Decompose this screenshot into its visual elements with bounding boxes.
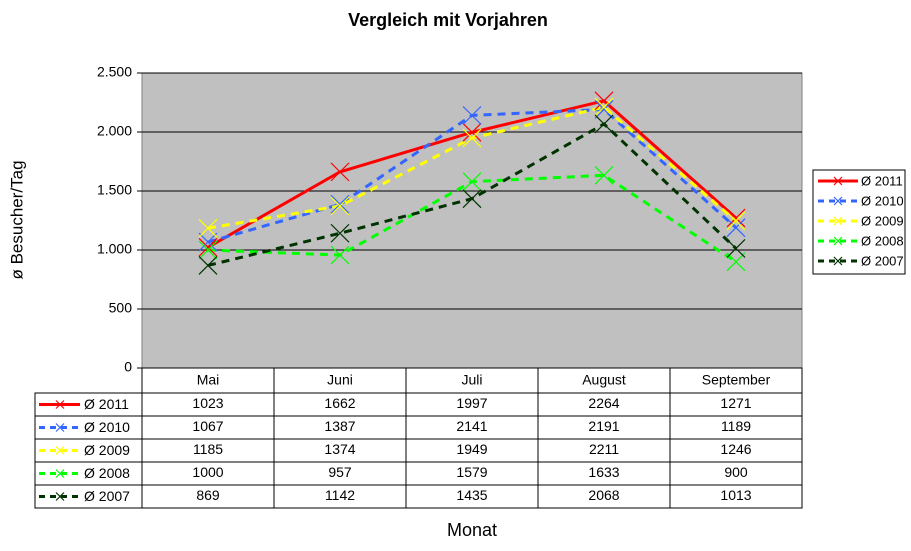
table-value: 1579 (456, 464, 487, 480)
legend-marker (833, 216, 843, 226)
table-value: 957 (328, 464, 352, 480)
point-marker (330, 223, 350, 243)
table-value: 2264 (588, 395, 619, 411)
table-value: 2068 (588, 487, 619, 503)
table-series-name: Ø 2011 (84, 396, 129, 412)
legend-marker (833, 196, 843, 206)
y-tick-label: 2.500 (97, 64, 132, 80)
legend-marker (833, 176, 843, 186)
table-value: 2191 (588, 418, 619, 434)
point-marker (330, 196, 350, 216)
legend-marker (833, 236, 843, 246)
point-marker (198, 237, 218, 257)
point-marker (594, 165, 614, 185)
table-value: 2211 (589, 441, 619, 457)
table-value: 1189 (721, 418, 751, 434)
point-marker (330, 162, 350, 182)
point-marker (726, 252, 746, 272)
table-value: 1023 (192, 395, 223, 411)
table-value: 900 (724, 464, 748, 480)
table-value: 1374 (324, 441, 355, 457)
table-value: 1387 (324, 418, 355, 434)
y-axis-label: ø Besucher/Tag (7, 160, 26, 279)
legend-label: Ø 2008 (861, 233, 904, 248)
point-marker (462, 122, 482, 142)
y-tick-label: 0 (124, 359, 132, 375)
table-value: 1633 (588, 464, 619, 480)
point-marker (594, 97, 614, 117)
chart-title: Vergleich mit Vorjahren (348, 10, 548, 30)
table-value: 1246 (720, 441, 751, 457)
table-value: 1013 (720, 487, 751, 503)
point-marker (330, 245, 350, 265)
legend-marker (55, 423, 65, 432)
legend (812, 169, 906, 275)
legend-label: Ø 2011 (861, 173, 903, 188)
x-tick-label: Mai (197, 372, 220, 388)
point-marker (462, 128, 482, 148)
x-axis-label: Monat (447, 520, 497, 540)
legend-label: Ø 2010 (861, 193, 904, 208)
table-value: 1997 (456, 395, 487, 411)
table-value: 1142 (325, 487, 355, 503)
x-tick-label: August (582, 372, 626, 388)
legend-label: Ø 2009 (861, 213, 904, 228)
table-value: 1949 (456, 441, 487, 457)
x-tick-label: Juni (327, 372, 353, 388)
table-series-name: Ø 2008 (84, 465, 130, 481)
legend-marker (55, 469, 65, 478)
legend-marker (55, 400, 65, 409)
table-value: 1662 (324, 395, 355, 411)
y-tick-label: 2.000 (97, 123, 132, 139)
point-marker (594, 114, 614, 134)
y-tick-label: 1.000 (97, 241, 132, 257)
table-value: 2141 (456, 418, 487, 434)
table-value: 869 (196, 487, 220, 503)
point-marker (726, 208, 746, 228)
point-marker (462, 105, 482, 125)
x-tick-label: Juli (461, 372, 482, 388)
point-marker (198, 218, 218, 238)
point-marker (594, 100, 614, 119)
legend-marker (55, 492, 65, 501)
table-value: 1185 (193, 441, 223, 457)
point-marker (726, 239, 746, 258)
table-series-name: Ø 2010 (84, 419, 130, 435)
table-series-name: Ø 2007 (84, 488, 130, 504)
point-marker (462, 172, 482, 192)
table-value: 1067 (192, 418, 223, 434)
x-tick-label: September (702, 372, 771, 388)
point-marker (330, 194, 350, 214)
point-marker (726, 211, 746, 231)
point-marker (726, 218, 746, 238)
y-tick-label: 500 (109, 300, 133, 316)
table-value: 1435 (456, 487, 487, 503)
legend-marker (55, 446, 65, 455)
legend-marker (833, 256, 843, 266)
legend-label: Ø 2007 (861, 253, 904, 268)
y-tick-label: 1.500 (97, 182, 132, 198)
point-marker (462, 189, 482, 209)
table-value: 1000 (192, 464, 223, 480)
point-marker (594, 91, 614, 111)
table-value: 1271 (720, 395, 751, 411)
point-marker (198, 240, 218, 260)
point-marker (198, 232, 218, 252)
plot-area (141, 72, 803, 369)
table-series-name: Ø 2009 (84, 442, 130, 458)
point-marker (198, 256, 218, 275)
